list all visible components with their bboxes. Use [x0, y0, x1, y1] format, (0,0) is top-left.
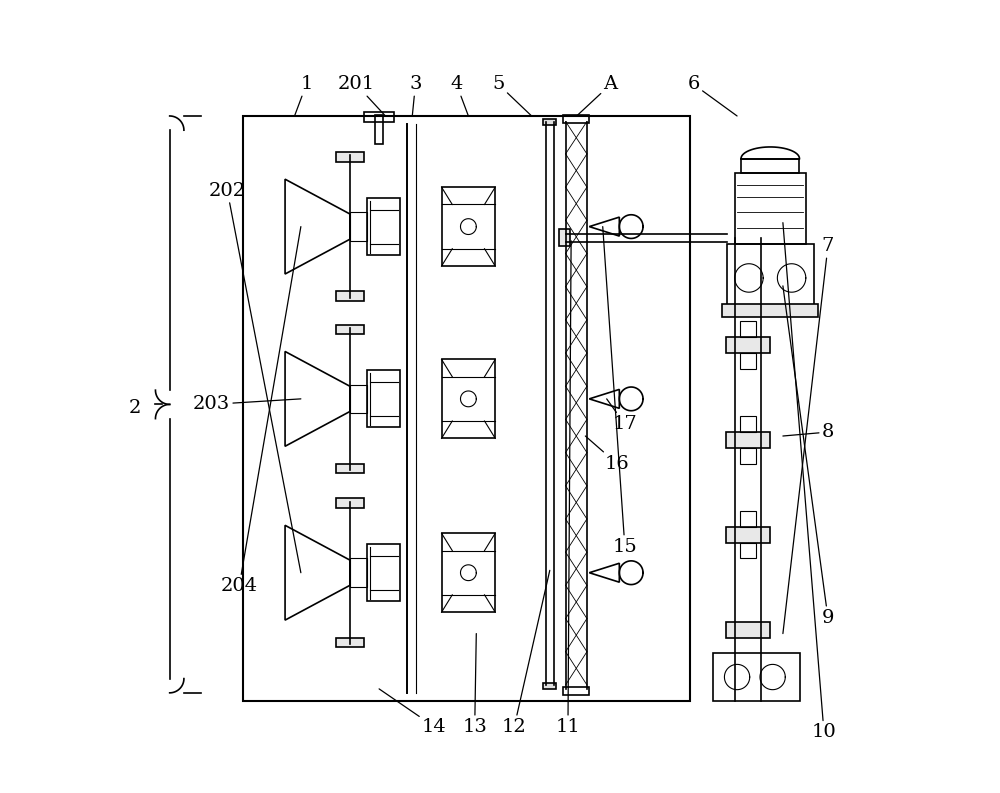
Bar: [741, 159, 799, 173]
Bar: [740, 321, 756, 337]
Bar: [336, 291, 364, 301]
Bar: [543, 119, 556, 125]
Bar: [442, 359, 495, 439]
Bar: [367, 198, 400, 255]
Text: 7: 7: [783, 237, 834, 634]
Text: 3: 3: [409, 75, 422, 116]
Text: 16: 16: [585, 436, 629, 473]
Polygon shape: [285, 525, 350, 620]
Text: 5: 5: [492, 75, 532, 116]
Text: 12: 12: [502, 570, 550, 736]
Bar: [350, 385, 367, 413]
Bar: [364, 112, 394, 121]
Bar: [713, 653, 800, 701]
Bar: [336, 152, 364, 162]
Bar: [375, 115, 383, 144]
Bar: [243, 116, 690, 701]
Polygon shape: [589, 217, 619, 236]
Bar: [559, 229, 570, 247]
Bar: [726, 432, 770, 448]
Text: 201: 201: [338, 75, 385, 116]
Text: 11: 11: [556, 241, 580, 736]
Bar: [367, 370, 400, 427]
Bar: [563, 688, 589, 695]
Bar: [563, 115, 589, 123]
Bar: [740, 511, 756, 527]
Bar: [350, 558, 367, 587]
Text: 203: 203: [193, 396, 301, 413]
Bar: [442, 187, 495, 266]
Text: 13: 13: [462, 634, 487, 736]
Polygon shape: [589, 563, 619, 582]
Text: 1: 1: [295, 75, 313, 116]
Bar: [543, 683, 556, 689]
Bar: [726, 337, 770, 353]
Bar: [727, 244, 814, 305]
Text: 4: 4: [450, 75, 468, 116]
Text: 8: 8: [783, 423, 834, 441]
Polygon shape: [589, 389, 619, 408]
Text: 15: 15: [603, 227, 637, 556]
Bar: [740, 542, 756, 558]
Text: 204: 204: [221, 227, 301, 596]
Bar: [726, 527, 770, 542]
Bar: [735, 173, 806, 244]
Bar: [740, 353, 756, 369]
Polygon shape: [285, 179, 350, 274]
Text: 10: 10: [783, 223, 836, 741]
Bar: [336, 638, 364, 647]
Bar: [740, 416, 756, 432]
Bar: [367, 544, 400, 601]
Text: 6: 6: [687, 75, 737, 116]
Bar: [336, 499, 364, 508]
Text: A: A: [577, 75, 618, 116]
Bar: [336, 324, 364, 334]
Bar: [740, 448, 756, 464]
Bar: [726, 622, 770, 638]
Bar: [350, 213, 367, 241]
Text: 14: 14: [379, 689, 447, 736]
Bar: [442, 533, 495, 612]
Polygon shape: [285, 351, 350, 446]
Text: 2: 2: [129, 400, 141, 417]
Bar: [336, 464, 364, 473]
Text: 9: 9: [783, 285, 834, 626]
Bar: [722, 304, 818, 316]
Text: 17: 17: [607, 399, 637, 433]
Text: 202: 202: [209, 182, 301, 573]
